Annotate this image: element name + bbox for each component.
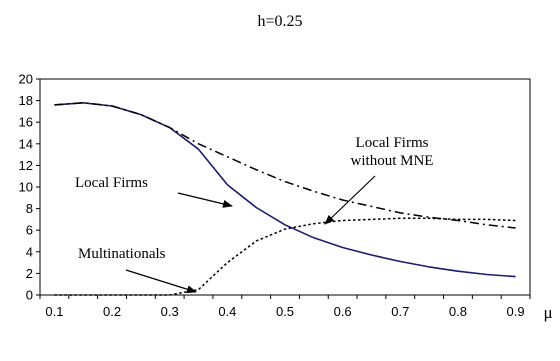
y-tick-label: 4 — [26, 244, 33, 259]
annotation-local-firms-without-mne-arrow — [324, 175, 376, 225]
annotation-local-firms-arrow — [177, 192, 233, 208]
local-firms-without-mne-line — [54, 102, 516, 229]
y-tick-label: 20 — [19, 72, 33, 87]
y-tick-label: 10 — [19, 180, 33, 195]
x-tick-label: 0.5 — [276, 304, 294, 319]
x-tick-label: 0.6 — [334, 304, 352, 319]
x-axis-label: μ — [543, 303, 552, 322]
y-tick-label: 6 — [26, 223, 33, 238]
x-tick-label: 0.9 — [507, 304, 525, 319]
annotation-layer: Local Firms without MNE Local Firms Multina… — [75, 135, 434, 294]
y-axis-ticks: 0 2 4 6 8 10 12 14 16 18 20 — [19, 72, 40, 303]
y-tick-label: 8 — [26, 201, 33, 216]
x-tick-label: 0.8 — [449, 304, 467, 319]
y-tick-label: 18 — [19, 93, 33, 108]
x-axis-ticks: 0.1 0.2 0.3 0.4 0.5 0.6 0.7 0.8 0.9 — [39, 295, 531, 319]
x-tick-label: 0.2 — [103, 304, 121, 319]
annotation-local-firms-text: Local Firms — [75, 175, 148, 191]
annotation-local-firms-without-mne-text: without MNE — [351, 153, 434, 169]
x-tick-label: 0.4 — [218, 304, 236, 319]
y-tick-label: 14 — [19, 136, 33, 151]
y-tick-label: 12 — [19, 158, 33, 173]
multinationals-line — [54, 217, 516, 296]
annotation-multinationals-text: Multinationals — [78, 246, 166, 262]
y-tick-label: 16 — [19, 115, 33, 130]
y-tick-label: 0 — [26, 288, 33, 303]
series-layer — [54, 102, 516, 296]
chart-title: h=0.25 — [257, 13, 302, 30]
x-tick-label: 0.1 — [45, 304, 63, 319]
x-tick-label: 0.7 — [391, 304, 409, 319]
y-tick-label: 2 — [26, 266, 33, 281]
annotation-local-firms-without-mne-text: Local Firms — [356, 135, 429, 151]
x-tick-label: 0.3 — [161, 304, 179, 319]
annotation-multinationals-arrow — [125, 269, 197, 294]
